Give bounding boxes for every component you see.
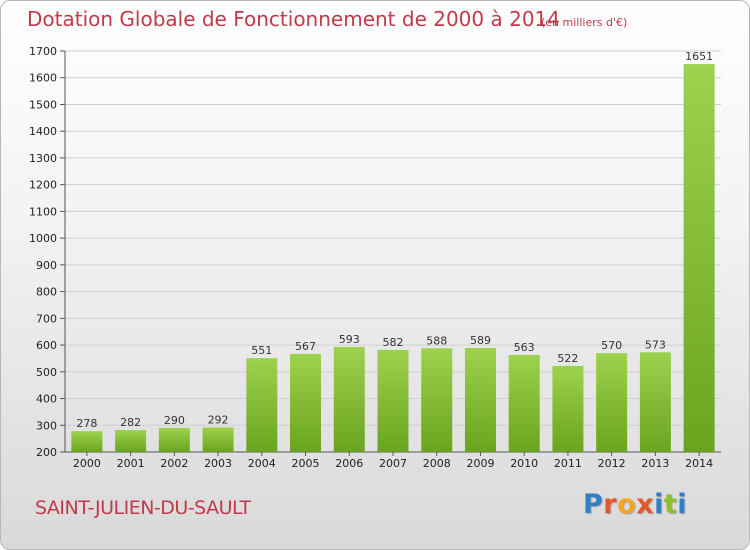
y-tick-label: 200 bbox=[36, 446, 57, 459]
data-labels: 278 282 290 292 551 567 593 582 588 589 563 522 570 5… bbox=[76, 50, 713, 430]
bar bbox=[202, 427, 234, 452]
bar bbox=[639, 352, 671, 452]
y-tick-label: 500 bbox=[36, 366, 57, 379]
y-tick-labels: 200 300 400 500 600 700 800 900 1000 1100 1200 1300… bbox=[29, 45, 57, 459]
bar bbox=[464, 348, 496, 452]
bar bbox=[508, 354, 540, 452]
x-tick-label: 2012 bbox=[598, 457, 626, 470]
bar bbox=[596, 353, 628, 452]
chart-subtitle: (en milliers d'€) bbox=[541, 16, 628, 29]
data-label: 570 bbox=[601, 339, 622, 352]
logo-letter: o bbox=[617, 489, 637, 520]
commune-name: SAINT-JULIEN-DU-SAULT bbox=[35, 497, 251, 519]
x-tick-labels: 2000 2001 2002 2003 2004 2005 2006 2007 2008 2009… bbox=[73, 457, 713, 470]
bar bbox=[115, 430, 147, 452]
data-label: 582 bbox=[383, 336, 404, 349]
data-label: 573 bbox=[645, 338, 666, 351]
logo-letter: t bbox=[663, 489, 678, 520]
y-tick-label: 1400 bbox=[29, 125, 57, 138]
y-tick-label: 600 bbox=[36, 339, 57, 352]
y-tick-label: 300 bbox=[36, 419, 57, 432]
bar bbox=[290, 353, 322, 452]
y-tick-label: 900 bbox=[36, 259, 57, 272]
logo-letter: P bbox=[583, 489, 604, 520]
x-tick-label: 2008 bbox=[423, 457, 451, 470]
y-tick-label: 800 bbox=[36, 286, 57, 299]
data-label: 1651 bbox=[685, 50, 713, 63]
y-tick-label: 1500 bbox=[29, 98, 57, 111]
proxiti-logo: Proxiti bbox=[583, 489, 687, 520]
x-tick-label: 2006 bbox=[335, 457, 363, 470]
y-tick-label: 700 bbox=[36, 312, 57, 325]
x-tick-label: 2002 bbox=[160, 457, 188, 470]
bar bbox=[246, 358, 278, 452]
y-tick-label: 400 bbox=[36, 393, 57, 406]
bar bbox=[333, 346, 365, 452]
logo-letter: r bbox=[603, 489, 618, 520]
data-label: 292 bbox=[208, 413, 229, 426]
data-label: 278 bbox=[76, 417, 97, 430]
x-tick-label: 2009 bbox=[466, 457, 494, 470]
x-tick-label: 2010 bbox=[510, 457, 538, 470]
bar bbox=[71, 431, 103, 452]
y-tick-label: 1700 bbox=[29, 45, 57, 58]
x-tick-label: 2004 bbox=[248, 457, 276, 470]
y-tick-label: 1300 bbox=[29, 152, 57, 165]
data-label: 588 bbox=[426, 334, 447, 347]
bar bbox=[552, 365, 584, 452]
x-tick-label: 2003 bbox=[204, 457, 232, 470]
data-label: 589 bbox=[470, 334, 491, 347]
y-tick-label: 1600 bbox=[29, 72, 57, 85]
data-label: 563 bbox=[514, 341, 535, 354]
x-tick-label: 2000 bbox=[73, 457, 101, 470]
bar bbox=[421, 348, 453, 452]
data-label: 593 bbox=[339, 333, 360, 346]
x-tick-label: 2007 bbox=[379, 457, 407, 470]
logo-letter: i bbox=[677, 489, 688, 520]
data-label: 551 bbox=[251, 344, 272, 357]
x-tick-label: 2005 bbox=[292, 457, 320, 470]
x-tick-label: 2014 bbox=[685, 457, 713, 470]
data-label: 282 bbox=[120, 416, 141, 429]
data-label: 567 bbox=[295, 340, 316, 353]
data-label: 290 bbox=[164, 414, 185, 427]
y-tick-label: 1000 bbox=[29, 232, 57, 245]
bars bbox=[71, 64, 715, 452]
bar bbox=[158, 427, 190, 452]
y-tick-label: 1200 bbox=[29, 179, 57, 192]
chart-title: Dotation Globale de Fonctionnement de 20… bbox=[27, 7, 560, 31]
x-tick-label: 2001 bbox=[117, 457, 145, 470]
bar bbox=[377, 349, 409, 452]
data-label: 522 bbox=[557, 352, 578, 365]
logo-letter: x bbox=[636, 489, 655, 520]
bar bbox=[683, 64, 715, 452]
x-tick-label: 2011 bbox=[554, 457, 582, 470]
y-tick-label: 1100 bbox=[29, 205, 57, 218]
x-tick-label: 2013 bbox=[641, 457, 669, 470]
logo-letter: i bbox=[654, 489, 664, 520]
